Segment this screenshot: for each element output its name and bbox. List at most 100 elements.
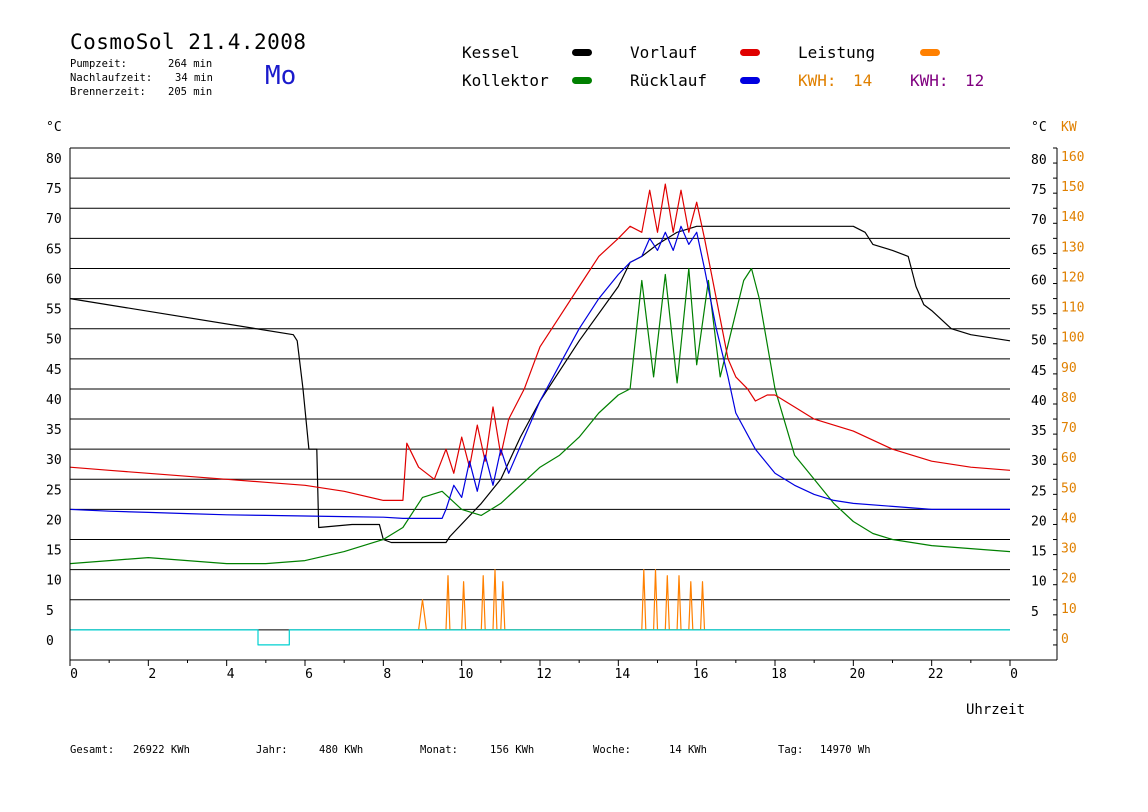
y-axis-unit-right: °C <box>1031 120 1047 135</box>
x-tick-label: 8 <box>383 667 391 682</box>
y-tick-label-right: 20 <box>1031 514 1047 529</box>
kw-tick-label: 60 <box>1061 451 1077 466</box>
kw-tick-label: 10 <box>1061 602 1077 617</box>
kw-tick-label: 80 <box>1061 391 1077 406</box>
brennerzeit-label: Brennerzeit: <box>70 86 146 98</box>
pumpzeit-value: 264 min <box>168 58 213 70</box>
y-tick-label-right: 45 <box>1031 364 1047 379</box>
y-tick-label-left: 15 <box>46 544 62 559</box>
footer-tag-label: Tag: <box>778 744 804 756</box>
y-tick-label-right: 55 <box>1031 304 1047 319</box>
y-tick-label-left: 65 <box>46 242 62 257</box>
y-tick-label-right: 70 <box>1031 213 1047 228</box>
kw-tick-label: 120 <box>1061 270 1084 285</box>
y-axis-unit-left: °C <box>46 120 62 135</box>
x-tick-label: 14 <box>615 667 631 682</box>
footer-jahr-value: 480 KWh <box>319 744 364 756</box>
kwh-purple-label: KWH: <box>910 71 949 90</box>
y-tick-label-left: 0 <box>46 634 54 649</box>
legend-kollektor-swatch <box>572 77 592 84</box>
kw-tick-label: 0 <box>1061 632 1069 647</box>
y-tick-label-right: 30 <box>1031 454 1047 469</box>
kw-tick-label: 30 <box>1061 542 1077 557</box>
y-tick-label-right: 50 <box>1031 334 1047 349</box>
legend-vorlauf-swatch <box>740 49 760 56</box>
x-tick-label: 0 <box>1010 667 1018 682</box>
series-line-rücklauf <box>69 225 1010 520</box>
x-tick-label: 6 <box>305 667 313 682</box>
nachlaufzeit-label: Nachlaufzeit: <box>70 72 153 84</box>
y-tick-label-left: 60 <box>46 272 62 287</box>
x-tick-label: 0 <box>70 667 78 682</box>
kw-tick-label: 160 <box>1061 150 1084 165</box>
legend-kessel-swatch <box>572 49 592 56</box>
kw-tick-label: 50 <box>1061 481 1077 496</box>
y-tick-label-right: 35 <box>1031 424 1047 439</box>
kw-tick-label: 110 <box>1061 301 1084 316</box>
x-tick-label: 2 <box>148 667 156 682</box>
pumpzeit-label: Pumpzeit: <box>70 58 127 70</box>
y-tick-label-right: 15 <box>1031 545 1047 560</box>
y-tick-label-left: 10 <box>46 574 62 589</box>
legend-leistung-swatch <box>920 49 940 56</box>
legend-vorlauf-label: Vorlauf <box>630 43 698 62</box>
footer-woche-label: Woche: <box>593 744 631 756</box>
nachlaufzeit-value: 34 min <box>175 72 213 84</box>
x-tick-label: 20 <box>850 667 866 682</box>
kw-tick-label: 90 <box>1061 361 1077 376</box>
x-tick-label: 16 <box>693 667 709 682</box>
y-tick-label-right: 40 <box>1031 394 1047 409</box>
kw-tick-label: 70 <box>1061 421 1077 436</box>
y-tick-label-right: 65 <box>1031 243 1047 258</box>
chart-title: CosmoSol 21.4.2008 <box>70 30 307 54</box>
brennerzeit-value: 205 min <box>168 86 213 98</box>
legend-kollektor-label: Kollektor <box>462 71 549 90</box>
y-tick-label-right: 80 <box>1031 153 1047 168</box>
y-tick-label-left: 20 <box>46 513 62 528</box>
kw-tick-label: 140 <box>1061 210 1084 225</box>
y-tick-label-left: 30 <box>46 453 62 468</box>
x-tick-label: 22 <box>928 667 944 682</box>
x-tick-label: 18 <box>771 667 787 682</box>
series-line-pumpe <box>70 629 1010 646</box>
y-tick-label-left: 50 <box>46 333 62 348</box>
footer-monat-value: 156 KWh <box>490 744 535 756</box>
legend-ruecklauf-label: Rücklauf <box>630 71 708 90</box>
y-tick-label-right: 75 <box>1031 183 1047 198</box>
kwh-orange-value: 14 <box>853 71 873 90</box>
y-tick-label-left: 35 <box>46 423 62 438</box>
y-tick-label-left: 25 <box>46 483 62 498</box>
series-line-vorlauf <box>69 183 1011 501</box>
weekday-label: Mo <box>265 61 297 91</box>
kw-axis-unit: KW <box>1061 120 1077 135</box>
y-tick-label-right: 60 <box>1031 273 1047 288</box>
footer-jahr-label: Jahr: <box>256 744 288 756</box>
y-tick-label-right: 25 <box>1031 484 1047 499</box>
series-line-kollektor <box>69 267 1011 565</box>
footer-gesamt-label: Gesamt: <box>70 744 115 756</box>
y-tick-label-right: 10 <box>1031 575 1047 590</box>
x-tick-label: 10 <box>458 667 474 682</box>
legend-leistung-label: Leistung <box>798 43 876 62</box>
y-tick-label-right: 5 <box>1031 605 1039 620</box>
y-tick-label-left: 75 <box>46 182 62 197</box>
kw-tick-label: 150 <box>1061 180 1084 195</box>
y-tick-label-left: 5 <box>46 604 54 619</box>
kw-tick-label: 20 <box>1061 572 1077 587</box>
series-line-kessel <box>69 225 1011 544</box>
footer-monat-label: Monat: <box>420 744 458 756</box>
y-tick-label-left: 40 <box>46 393 62 408</box>
kwh-orange-label: KWH: <box>798 71 837 90</box>
y-tick-label-left: 70 <box>46 212 62 227</box>
kw-tick-label: 40 <box>1061 511 1077 526</box>
x-tick-label: 12 <box>536 667 552 682</box>
footer-tag-value: 14970 Wh <box>820 744 871 756</box>
legend-kessel-label: Kessel <box>462 43 520 62</box>
footer-woche-value: 14 KWh <box>669 744 707 756</box>
legend-ruecklauf-swatch <box>740 77 760 84</box>
footer-gesamt-value: 26922 KWh <box>133 744 190 756</box>
kwh-purple-value: 12 <box>965 71 985 90</box>
kw-tick-label: 100 <box>1061 331 1084 346</box>
y-tick-label-left: 55 <box>46 303 62 318</box>
